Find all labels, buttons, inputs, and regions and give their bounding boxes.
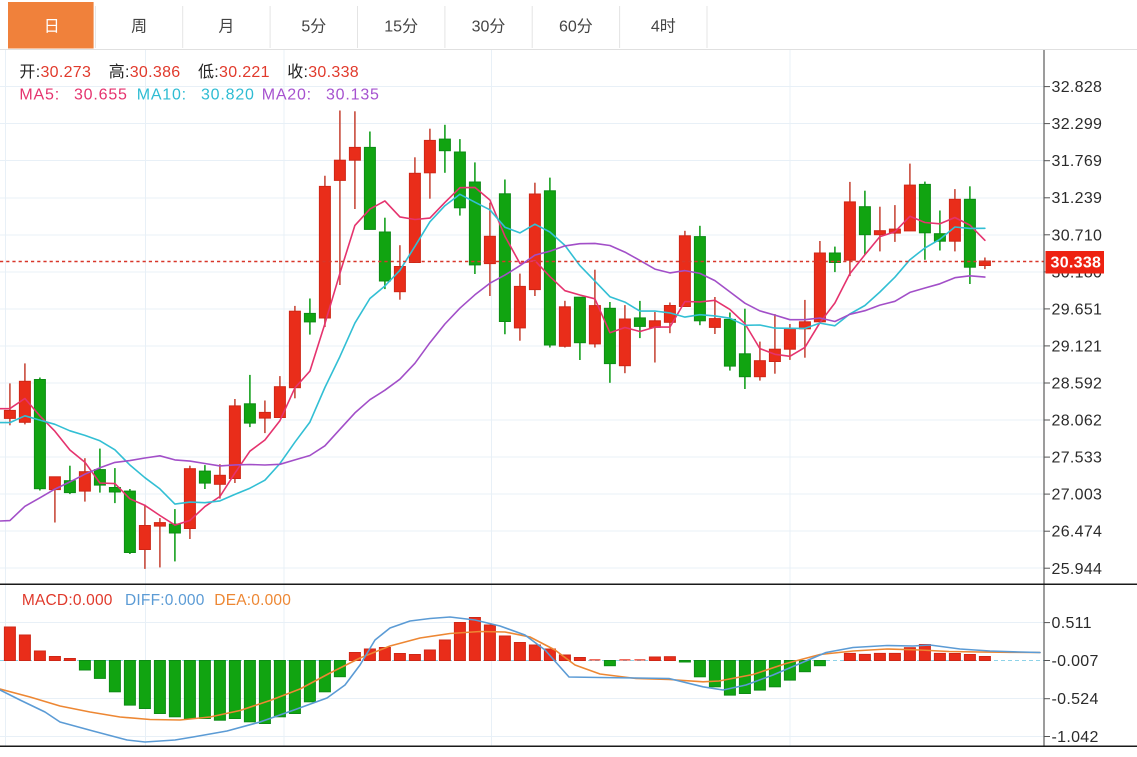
svg-text:高:30.386: 高:30.386: [109, 63, 181, 81]
svg-text:DEA:0.000: DEA:0.000: [214, 592, 291, 609]
svg-text:日: 日: [44, 19, 60, 36]
svg-text:28.062: 28.062: [1052, 413, 1103, 430]
svg-text:32.299: 32.299: [1052, 116, 1103, 133]
svg-text:MACD:0.000: MACD:0.000: [22, 592, 113, 609]
svg-text:0.511: 0.511: [1052, 615, 1092, 632]
svg-text:32.828: 32.828: [1052, 79, 1103, 96]
svg-text:27.003: 27.003: [1052, 487, 1103, 504]
svg-text:收:30.338: 收:30.338: [287, 63, 359, 81]
svg-text:30.338: 30.338: [1051, 255, 1102, 272]
svg-text:31.769: 31.769: [1052, 153, 1103, 170]
svg-text:MA10: 30.820: MA10: 30.820: [137, 87, 255, 104]
svg-text:MA20: 30.135: MA20: 30.135: [262, 87, 380, 104]
svg-text:MA5: 30.655: MA5: 30.655: [19, 87, 127, 104]
svg-text:30.710: 30.710: [1052, 227, 1103, 244]
svg-text:60分: 60分: [559, 18, 593, 36]
svg-text:-0.007: -0.007: [1052, 653, 1099, 670]
svg-text:26.474: 26.474: [1052, 524, 1103, 541]
svg-text:低:30.221: 低:30.221: [198, 63, 270, 81]
svg-text:30分: 30分: [472, 18, 506, 36]
svg-text:5分: 5分: [301, 18, 326, 36]
svg-text:28.592: 28.592: [1052, 376, 1103, 393]
svg-text:DIFF:0.000: DIFF:0.000: [125, 592, 205, 609]
svg-text:4时: 4时: [651, 18, 676, 36]
svg-text:开:30.273: 开:30.273: [19, 64, 91, 81]
svg-text:-0.524: -0.524: [1052, 691, 1099, 708]
svg-text:15分: 15分: [384, 18, 418, 36]
svg-text:27.533: 27.533: [1052, 450, 1103, 467]
svg-text:29.121: 29.121: [1052, 338, 1103, 355]
svg-text:31.239: 31.239: [1052, 190, 1103, 207]
svg-text:29.651: 29.651: [1052, 301, 1103, 318]
svg-text:月: 月: [218, 19, 234, 36]
svg-text:-1.042: -1.042: [1052, 729, 1099, 746]
svg-text:周: 周: [131, 19, 147, 36]
svg-text:25.944: 25.944: [1052, 561, 1103, 578]
